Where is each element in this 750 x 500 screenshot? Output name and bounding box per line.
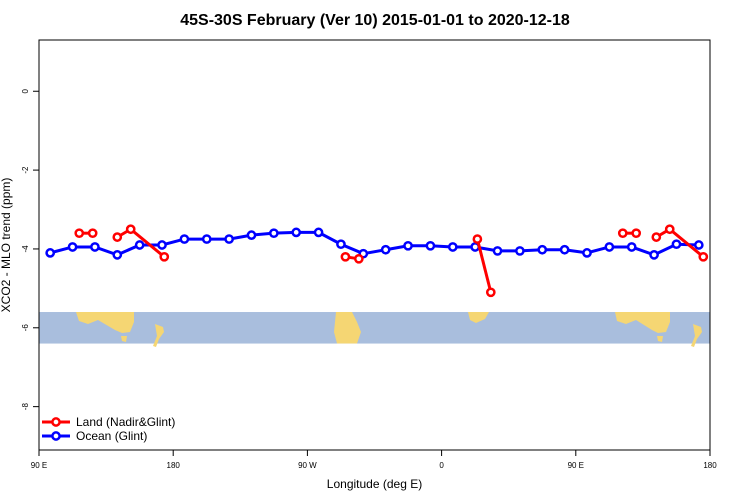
data-point: [340, 251, 351, 262]
data-point: [537, 244, 548, 255]
data-point: [336, 239, 346, 250]
map-land-4: [468, 312, 489, 324]
x-tick-label: 0: [439, 461, 444, 470]
y-tick-label: -4: [21, 245, 30, 253]
data-point: [664, 224, 675, 235]
map-land-2: [153, 324, 164, 348]
data-point: [125, 224, 136, 235]
data-point: [159, 251, 170, 262]
data-point: [631, 228, 642, 239]
data-point: [353, 253, 364, 264]
data-point: [617, 228, 628, 239]
data-point: [179, 234, 190, 244]
data-point: [485, 287, 496, 298]
data-point: [246, 230, 257, 240]
y-tick-label: -2: [21, 166, 30, 174]
data-point: [112, 250, 123, 260]
data-point: [472, 234, 483, 244]
data-point: [224, 234, 234, 244]
map-land-3: [334, 312, 361, 344]
data-point: [90, 242, 100, 252]
x-axis-label: Longitude (deg E): [327, 477, 422, 491]
legend-marker: [51, 431, 61, 441]
data-point: [492, 246, 503, 256]
data-point: [157, 240, 167, 250]
map-land-1: [121, 336, 127, 343]
data-point: [201, 234, 212, 244]
x-tick-label: 90 E: [568, 461, 584, 470]
data-point: [447, 242, 458, 252]
data-point: [671, 239, 682, 250]
data-point: [626, 242, 637, 252]
data-point: [112, 232, 123, 242]
map-land-7: [691, 324, 702, 348]
legend: Land (Nadir&Glint)Ocean (Glint): [42, 415, 175, 443]
x-tick-label: 180: [167, 461, 181, 470]
data-point: [698, 251, 709, 262]
series-land-nadir-glint-: [74, 224, 709, 298]
data-point: [67, 242, 78, 252]
x-tick-label: 180: [703, 461, 717, 470]
data-point: [651, 232, 662, 242]
data-point: [87, 228, 98, 239]
data-point: [649, 250, 659, 260]
map-land-5: [615, 312, 670, 334]
data-point: [269, 228, 279, 239]
data-point: [515, 246, 525, 256]
legend-label: Ocean (Glint): [76, 429, 147, 443]
map-ocean: [39, 312, 710, 344]
x-axis: 90 E 180 90 W 0 90 E 180: [31, 450, 717, 470]
data-point: [604, 242, 615, 252]
data-point: [313, 227, 324, 238]
y-tick-label: -6: [21, 324, 30, 332]
series-ocean-glint-: [45, 227, 704, 260]
series-line: [475, 238, 493, 293]
data-point: [45, 248, 56, 258]
data-point: [582, 248, 592, 258]
data-point: [380, 244, 391, 255]
y-axis: 0 -2 -4 -6 -8: [21, 88, 39, 410]
y-tick-label: -8: [21, 403, 30, 411]
legend-marker: [51, 417, 61, 427]
series-layer: [45, 224, 709, 298]
map-strip: [39, 312, 710, 348]
x-tick-label: 90 W: [298, 461, 317, 470]
map-land-6: [657, 336, 663, 343]
map-land-0: [76, 312, 134, 334]
data-point: [403, 240, 413, 251]
data-point: [291, 227, 302, 238]
x-tick-label: 90 E: [31, 461, 47, 470]
data-point: [134, 240, 145, 250]
plot-frame: [38, 39, 711, 451]
legend-label: Land (Nadir&Glint): [76, 415, 175, 429]
y-axis-label: XCO2 - MLO trend (ppm): [0, 178, 13, 313]
data-point: [559, 244, 570, 255]
y-tick-label: 0: [21, 88, 30, 93]
chart-title: 45S-30S February (Ver 10) 2015-01-01 to …: [180, 12, 570, 29]
data-point: [693, 240, 704, 250]
data-point: [425, 240, 436, 251]
data-point: [74, 228, 85, 239]
